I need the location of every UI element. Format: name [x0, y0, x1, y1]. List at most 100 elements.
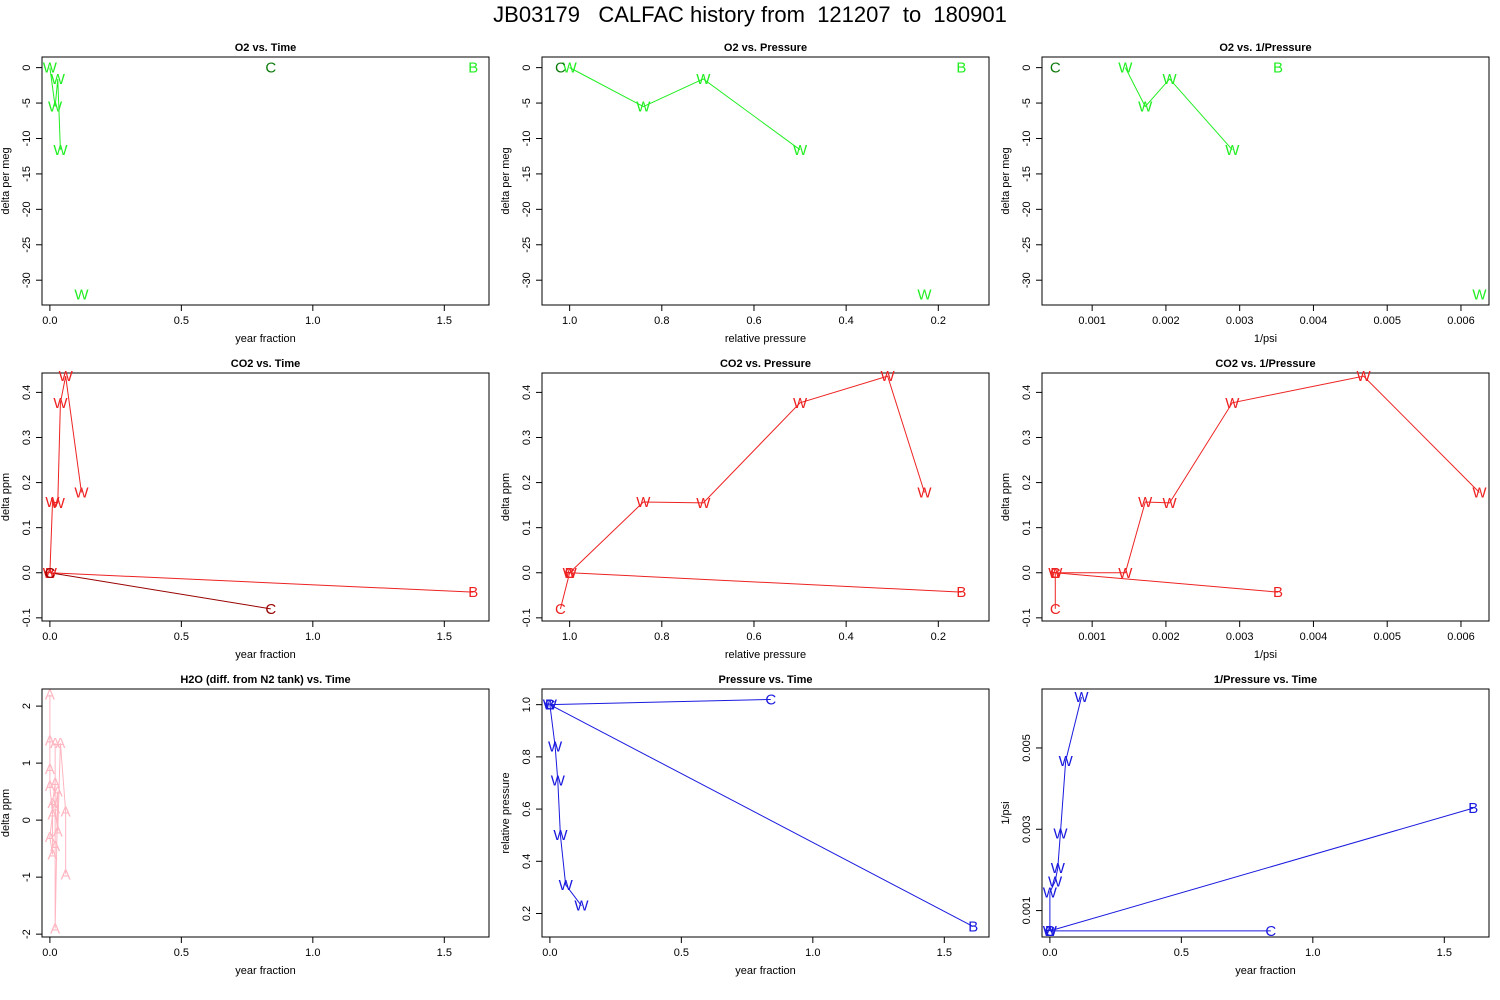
data-point: W — [1118, 60, 1133, 77]
y-tick-label: -25 — [521, 237, 533, 253]
y-tick-label: 0.2 — [521, 906, 533, 921]
x-tick-label: 0.0 — [42, 947, 57, 959]
data-point: W — [45, 494, 60, 511]
plot-frame — [41, 688, 490, 938]
series-line — [1049, 697, 1082, 931]
x-tick-label: 0.002 — [1152, 315, 1180, 327]
series-group — [1049, 697, 1474, 932]
data-point: C — [1050, 565, 1061, 582]
y-tick-label: 1 — [21, 760, 33, 766]
x-tick-label: 0.8 — [654, 315, 669, 327]
x-axis-label: relative pressure — [725, 649, 806, 661]
data-point: A — [48, 806, 58, 823]
panel-title: Pressure vs. Time — [719, 674, 813, 686]
data-point: W — [1138, 99, 1153, 116]
series-line — [1124, 67, 1233, 151]
data-point: B — [1468, 800, 1478, 817]
data-point: W — [74, 286, 89, 303]
data-point: W — [559, 877, 574, 894]
data-point: A — [53, 824, 63, 841]
series-line — [559, 572, 571, 609]
y-axis-label: relative pressure — [500, 772, 512, 853]
panel-title: O2 vs. Pressure — [724, 42, 807, 54]
y-tick-label: 1.0 — [521, 697, 533, 712]
data-point: W — [51, 495, 66, 512]
data-point: A — [45, 778, 55, 795]
series-group — [49, 67, 61, 150]
data-point: W — [74, 484, 89, 501]
y-tick-label: -20 — [521, 201, 533, 217]
data-point: A — [50, 801, 60, 818]
data-point: C — [44, 565, 55, 582]
data-point: W — [1163, 495, 1178, 512]
y-tick-label: 0.3 — [1021, 430, 1033, 445]
x-tick-label: 1.0 — [805, 947, 820, 959]
data-point: C — [265, 601, 276, 618]
data-point: B — [968, 919, 978, 936]
data-point: B — [956, 584, 966, 601]
data-point: B — [468, 584, 478, 601]
data-point: W — [1074, 689, 1089, 706]
y-axis-label: delta ppm — [500, 473, 512, 521]
data-point: W — [574, 898, 589, 915]
x-tick-label: 0.0 — [42, 631, 57, 643]
data-point: B — [956, 60, 966, 77]
series-line — [569, 67, 801, 151]
series-line — [549, 704, 582, 906]
x-tick-label: 0.001 — [1078, 315, 1106, 327]
y-tick-label: 0.3 — [521, 430, 533, 445]
data-point: W — [636, 99, 651, 116]
y-tick-label: 0.001 — [1021, 897, 1033, 925]
data-point: W — [1051, 860, 1066, 877]
series-line — [49, 694, 67, 929]
y-tick-label: -10 — [21, 131, 33, 147]
y-tick-label: 0.1 — [521, 520, 533, 535]
series-line — [49, 572, 271, 610]
data-point: W — [696, 495, 711, 512]
data-point: W — [563, 60, 578, 77]
panel-title: O2 vs. Time — [235, 42, 297, 54]
data-point: C — [555, 60, 566, 77]
y-tick-label: -25 — [21, 237, 33, 253]
y-tick-label: -15 — [1021, 166, 1033, 182]
data-point: W — [793, 142, 808, 159]
x-tick-label: 0.0 — [542, 947, 557, 959]
data-point: W — [543, 697, 558, 714]
y-tick-label: 0 — [21, 817, 33, 823]
y-axis-label: delta per meg — [500, 147, 512, 214]
data-point: C — [1050, 60, 1061, 77]
x-tick-label: 0.003 — [1226, 315, 1254, 327]
x-tick-label: 1.5 — [437, 947, 452, 959]
data-point: W — [917, 286, 932, 303]
data-point: W — [43, 60, 58, 77]
x-tick-label: 1.5 — [437, 631, 452, 643]
y-tick-label: 0.6 — [521, 801, 533, 816]
data-point: W — [917, 484, 932, 501]
data-point: W — [1043, 923, 1058, 940]
data-point: A — [45, 761, 55, 778]
x-tick-label: 0.2 — [931, 631, 946, 643]
series-line — [1049, 807, 1474, 932]
data-point: C — [1265, 923, 1276, 940]
panel-title: O2 vs. 1/Pressure — [1219, 42, 1311, 54]
x-tick-label: 1.5 — [937, 947, 952, 959]
x-tick-label: 0.4 — [838, 315, 853, 327]
series-line — [49, 376, 82, 573]
series-group — [49, 694, 67, 929]
y-axis-label: delta per meg — [1000, 147, 1012, 214]
x-tick-label: 0.001 — [1078, 631, 1106, 643]
x-tick-label: 1.0 — [562, 631, 577, 643]
y-tick-label: 0.3 — [21, 430, 33, 445]
data-point: C — [765, 691, 776, 708]
plot-frame — [1041, 56, 1490, 306]
x-tick-label: 1.0 — [305, 631, 320, 643]
x-tick-label: 0.006 — [1447, 315, 1475, 327]
data-point: B — [1273, 584, 1283, 601]
series-line — [569, 375, 925, 574]
data-point: B — [1273, 60, 1283, 77]
data-point: W — [636, 494, 651, 511]
x-tick-label: 0.0 — [1042, 947, 1057, 959]
plot-frame — [41, 372, 490, 622]
x-tick-label: 0.5 — [1174, 947, 1189, 959]
